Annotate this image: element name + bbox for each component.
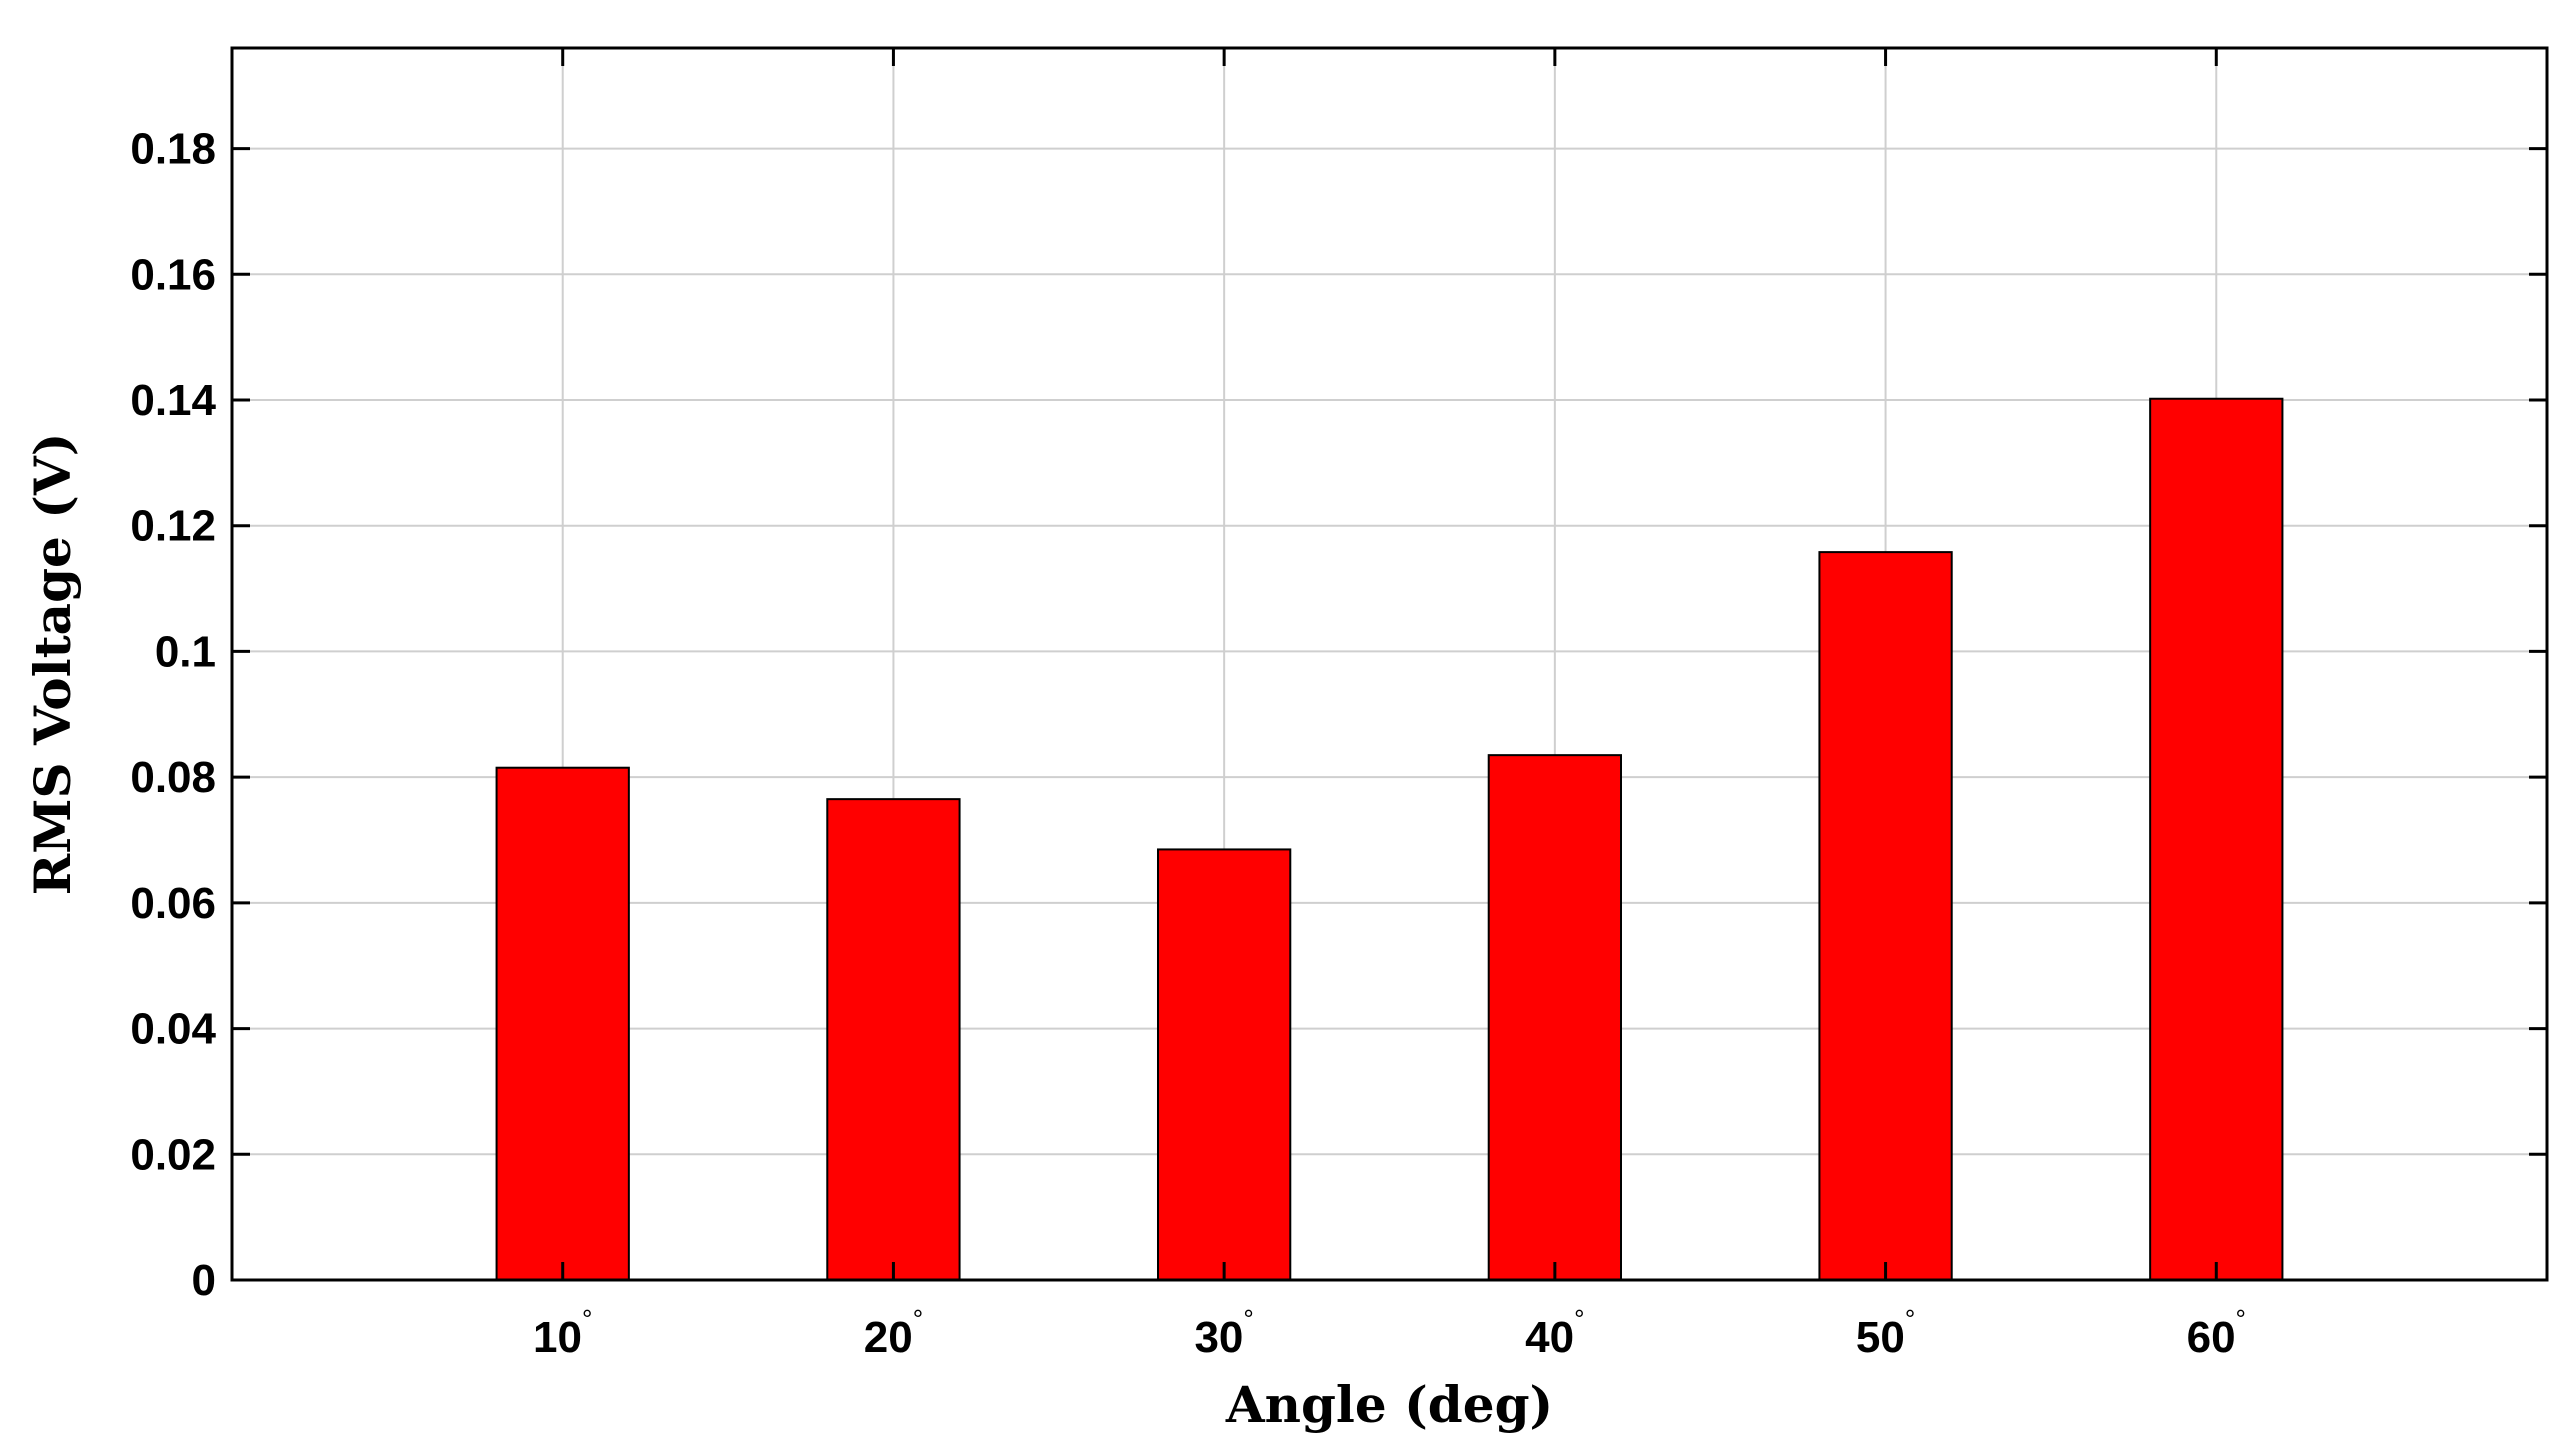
degree-symbol: ° (582, 1304, 592, 1334)
bar-60 (2149, 397, 2284, 1281)
degree-symbol: ° (913, 1304, 923, 1334)
x-tick-label: 20° (864, 1304, 923, 1362)
degree-symbol: ° (2236, 1304, 2246, 1334)
y-tick-label: 0.02 (130, 1130, 216, 1179)
y-tick-label: 0.16 (130, 250, 216, 299)
x-tick-label: 50° (1856, 1304, 1915, 1362)
degree-symbol: ° (1905, 1304, 1915, 1334)
bar-20 (826, 798, 961, 1282)
x-axis-title: Angle (deg) (1225, 1375, 1553, 1434)
x-tick-label: 30° (1194, 1304, 1253, 1362)
y-tick-label: 0.04 (130, 1005, 216, 1054)
y-tick-label: 0 (192, 1256, 216, 1305)
degree-symbol: ° (1574, 1304, 1584, 1334)
x-tick-label: 60° (2187, 1304, 2246, 1362)
x-tick-labels: 10° 20° 30° 40° 50° 60° (533, 1304, 2246, 1362)
y-tick-label: 0.12 (130, 502, 216, 551)
bars (495, 397, 2284, 1282)
bar-30 (1157, 848, 1292, 1282)
y-tick-labels: 0 0.02 0.04 0.06 0.08 0.1 0.12 0.14 0.16 0.18 (130, 125, 216, 1305)
bar-40 (1487, 754, 1622, 1281)
y-axis-title: RMS Voltage (V) (23, 433, 82, 896)
degree-symbol: ° (1243, 1304, 1253, 1334)
bar-50 (1818, 551, 1953, 1281)
y-tick-label: 0.08 (130, 753, 216, 802)
y-tick-label: 0.18 (130, 125, 216, 174)
bar-10 (495, 766, 630, 1281)
y-tick-label: 0.1 (155, 627, 216, 676)
x-tick-label: 40° (1525, 1304, 1584, 1362)
plot-frame (230, 46, 2549, 1282)
y-tick-label: 0.06 (130, 879, 216, 928)
x-tick-label: 10° (533, 1304, 592, 1362)
y-tick-label: 0.14 (130, 376, 216, 425)
